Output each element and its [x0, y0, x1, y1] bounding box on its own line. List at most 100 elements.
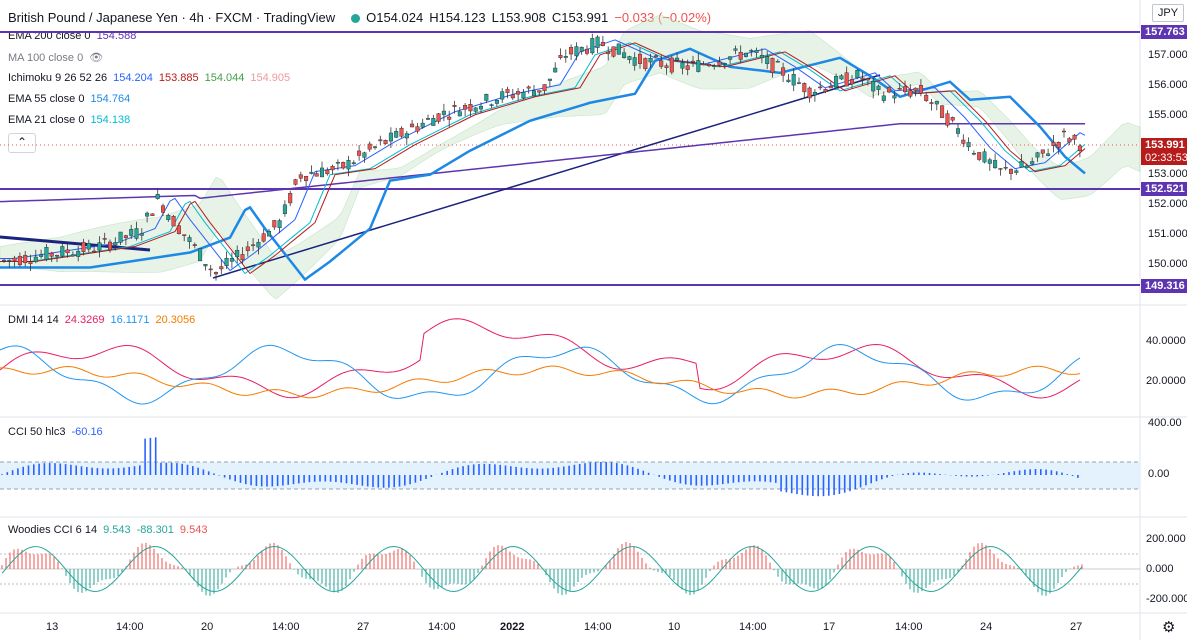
candle-body	[722, 63, 727, 65]
candle-body	[759, 55, 764, 59]
candle-body	[320, 167, 325, 178]
candle-body	[892, 95, 897, 99]
currency-button[interactable]: JPY	[1152, 4, 1184, 22]
candle-body	[229, 258, 234, 262]
dmi-tick: 40.0000	[1146, 335, 1186, 347]
candle-body	[786, 79, 791, 82]
candle-body	[28, 261, 33, 264]
ohlc-close: C153.991	[551, 10, 609, 25]
candle-body	[452, 104, 457, 107]
ema200-line	[0, 122, 1085, 203]
candle-body	[1072, 134, 1077, 140]
candle-body	[362, 152, 367, 158]
candle-body	[940, 105, 945, 118]
candle-body	[547, 78, 552, 81]
candle-body	[532, 90, 537, 97]
candle-body	[510, 94, 515, 99]
candle-body	[749, 50, 754, 52]
dmi-legend[interactable]: DMI 14 14 24.3269 16.1171 20.3056	[8, 314, 201, 326]
candle-body	[176, 225, 181, 234]
candle-body	[956, 128, 961, 134]
candle-body	[107, 241, 112, 251]
symbol-title[interactable]: British Pound / Japanese Yen · 4h · FXCM…	[8, 10, 336, 25]
gear-icon[interactable]: ⚙	[1162, 619, 1176, 636]
candle-body	[267, 231, 272, 237]
candle-body	[961, 139, 966, 144]
candle-body	[680, 62, 685, 69]
candle-body	[102, 238, 107, 240]
candle-body	[1003, 166, 1008, 169]
candle-body	[998, 168, 1003, 170]
candle-body	[113, 242, 118, 246]
cci-legend[interactable]: CCI 50 hlc3 -60.16	[8, 426, 109, 438]
candle-body	[706, 64, 711, 67]
candle-body	[823, 89, 828, 92]
candle-body	[828, 85, 833, 89]
price-tick: 152.000	[1148, 198, 1187, 210]
candle-body	[155, 194, 160, 199]
ma100-legend[interactable]: MA 100 close 0 👁︎	[8, 51, 109, 64]
ema21-legend[interactable]: EMA 21 close 0 154.138	[8, 114, 136, 126]
candle-body	[977, 152, 982, 160]
candle-body	[17, 255, 22, 266]
candle-body	[7, 259, 12, 262]
candle-body	[791, 74, 796, 86]
candle-body	[325, 169, 330, 175]
ema21-value: 154.138	[90, 114, 131, 126]
candle-body	[49, 252, 54, 257]
candle-body	[675, 57, 680, 61]
price-tick: 156.000	[1148, 79, 1187, 91]
price-tick: 150.000	[1148, 258, 1187, 270]
candle-body	[256, 242, 261, 248]
eye-off-icon[interactable]: 👁︎	[89, 52, 104, 64]
candle-body	[526, 86, 531, 89]
candle-body	[987, 159, 992, 164]
candle-body	[537, 90, 542, 93]
candle-body	[282, 204, 287, 214]
time-tick: 14:00	[584, 621, 612, 633]
candle-body	[664, 65, 669, 68]
chevron-up-icon[interactable]: ⌃	[8, 133, 36, 153]
candle-body	[844, 72, 849, 87]
candle-body	[632, 57, 637, 66]
candle-body	[553, 67, 558, 73]
candle-body	[876, 85, 881, 90]
candle-body	[23, 254, 28, 264]
candle-body	[643, 58, 648, 69]
candle-body	[479, 105, 484, 110]
candle-body	[92, 250, 97, 253]
ema55-line	[0, 47, 1086, 282]
chart-title-row: British Pound / Japanese Yen · 4h · FXCM…	[8, 10, 717, 25]
candle-body	[744, 52, 749, 57]
time-tick: 10	[668, 621, 681, 633]
ichimoku-legend[interactable]: Ichimoku 9 26 52 26 154.204 153.885 154.044…	[8, 72, 296, 84]
candle-body	[219, 266, 224, 270]
candle-body	[1009, 168, 1014, 174]
candle-body	[669, 57, 674, 73]
level-tag-157763: 157.763	[1141, 25, 1187, 39]
woodies-turbo-value: -88.301	[136, 524, 174, 536]
ichimoku-lagging-value: 154.044	[204, 72, 245, 84]
woodies-tick: 200.000	[1146, 533, 1186, 545]
candle-body	[569, 47, 574, 55]
ohlc-open: O154.024	[366, 10, 424, 25]
ema55-legend[interactable]: EMA 55 close 0 154.764	[8, 93, 136, 105]
time-tick: 27	[1070, 621, 1083, 633]
woodies-legend[interactable]: Woodies CCI 6 14 9.543 -88.301 9.543	[8, 524, 213, 536]
candle-body	[367, 143, 372, 150]
candle-body	[489, 104, 494, 106]
candle-body	[691, 60, 696, 63]
time-tick: 14:00	[428, 621, 456, 633]
candle-body	[1014, 170, 1019, 173]
candle-body	[627, 56, 632, 60]
ichimoku-conversion-value: 154.204	[113, 72, 153, 84]
candle-body	[887, 87, 892, 93]
candle-body	[812, 91, 817, 96]
woodies-tick: 0.000	[1146, 563, 1174, 575]
candle-body	[1030, 161, 1035, 165]
candle-body	[420, 122, 425, 128]
ema55-label: EMA 55 close 0	[8, 93, 85, 105]
candle-body	[182, 234, 187, 236]
bar-countdown: 02:33:53	[1141, 151, 1187, 165]
